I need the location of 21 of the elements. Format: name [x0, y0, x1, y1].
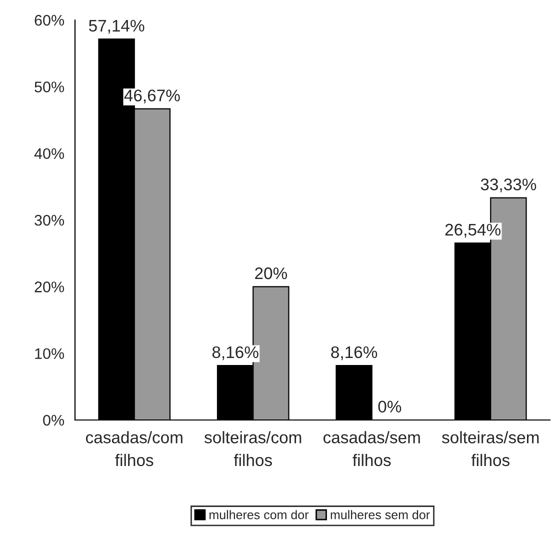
data-label: 46,67% — [124, 90, 180, 104]
data-label: 33,33% — [480, 178, 536, 192]
data-label: 0% — [378, 400, 402, 413]
y-tick-label: 60% — [34, 14, 64, 26]
x-tick-label: casadas/com filhos — [86, 431, 182, 466]
x-tick-label: solteiras/com filhos — [204, 431, 302, 466]
y-tick-label: 50% — [34, 82, 64, 92]
data-label: 8,16% — [212, 346, 258, 360]
legend-label: mulheres sem dor — [330, 510, 430, 520]
data-label: 20% — [255, 267, 288, 280]
y-tick-label: 20% — [34, 282, 64, 292]
y-tick-label: 0% — [43, 414, 64, 426]
data-label: 26,54% — [445, 224, 500, 238]
data-label: 8,16% — [331, 346, 378, 360]
x-tick-label: casadas/sem filhos — [323, 431, 420, 466]
y-tick-label: 40% — [34, 148, 64, 160]
legend-label: mulheres com dor — [210, 510, 309, 520]
x-tick-label: solteiras/sem filhos — [442, 431, 539, 466]
y-tick-label: 10% — [35, 348, 64, 360]
y-tick-label: 30% — [34, 214, 64, 226]
data-label: 57,14% — [88, 20, 144, 34]
